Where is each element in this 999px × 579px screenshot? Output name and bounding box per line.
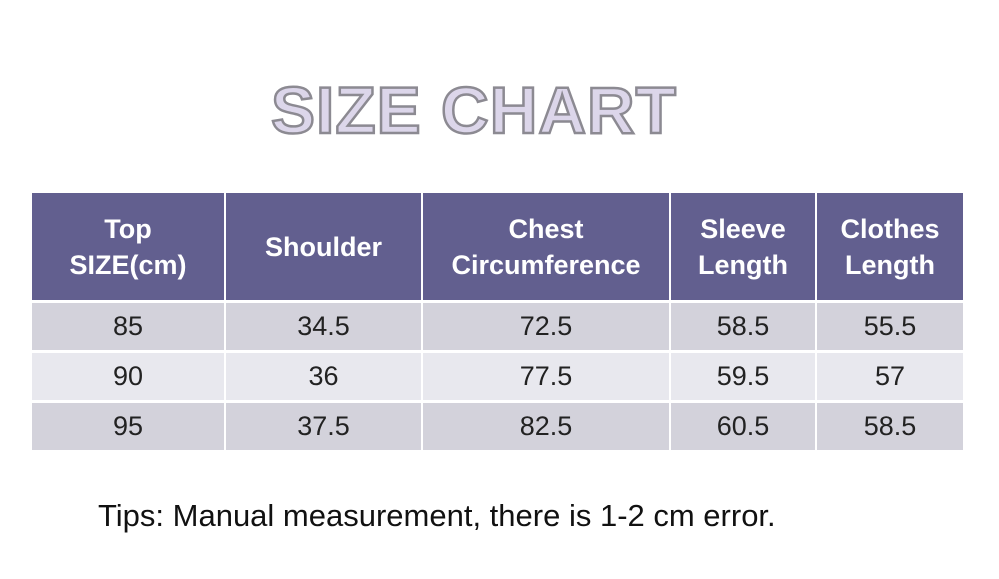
column-header: Chest Circumference — [423, 193, 669, 300]
title: SIZE CHART — [270, 72, 678, 149]
column-header: Sleeve Length — [671, 193, 815, 300]
table-cell: 57 — [817, 353, 963, 400]
table-header: Top SIZE(cm) Shoulder Chest Circumference S… — [32, 193, 963, 300]
column-header: Clothes Length — [817, 193, 963, 300]
table-cell: 95 — [32, 403, 224, 450]
table-row: 90 36 77.5 59.5 57 — [32, 353, 963, 400]
table-cell: 82.5 — [423, 403, 669, 450]
table-cell: 60.5 — [671, 403, 815, 450]
header-row: Top SIZE(cm) Shoulder Chest Circumference S… — [32, 193, 963, 300]
table-cell: 72.5 — [423, 303, 669, 350]
table-row: 95 37.5 82.5 60.5 58.5 — [32, 403, 963, 450]
table-body: 85 34.5 72.5 58.5 55.5 90 36 77.5 59.5 57 95 37.5 82… — [32, 303, 963, 450]
column-header: Top SIZE(cm) — [32, 193, 224, 300]
table-cell: 90 — [32, 353, 224, 400]
table-cell: 37.5 — [226, 403, 421, 450]
column-header: Shoulder — [226, 193, 421, 300]
table-cell: 58.5 — [671, 303, 815, 350]
table-cell: 34.5 — [226, 303, 421, 350]
table-cell: 55.5 — [817, 303, 963, 350]
size-table: Top SIZE(cm) Shoulder Chest Circumference S… — [30, 190, 965, 453]
tips: Tips: Manual measurement, there is 1-2 c… — [98, 498, 776, 533]
table-cell: 36 — [226, 353, 421, 400]
table-cell: 59.5 — [671, 353, 815, 400]
table-cell: 77.5 — [423, 353, 669, 400]
table-cell: 85 — [32, 303, 224, 350]
table-row: 85 34.5 72.5 58.5 55.5 — [32, 303, 963, 350]
table-cell: 58.5 — [817, 403, 963, 450]
